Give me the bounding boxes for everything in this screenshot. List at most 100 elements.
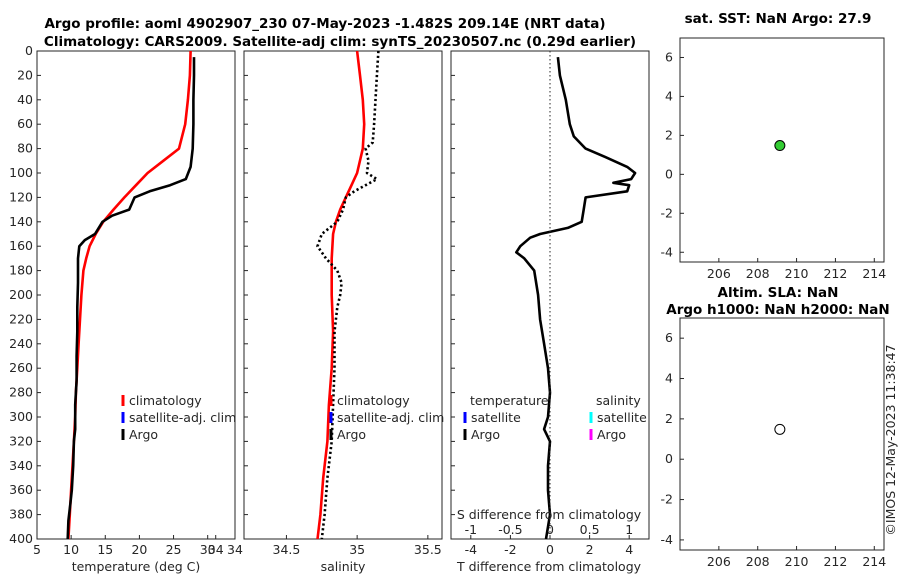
x-tick-label: 212 [823, 554, 847, 569]
series-layer [66, 50, 637, 540]
temperature-panel-frame [36, 50, 236, 540]
legend-s-satellite-label: satellite [597, 410, 647, 425]
x-tick-label: 5 [33, 542, 41, 557]
temperature-legend: climatology satellite-adj. clim Argo [121, 393, 236, 442]
x-tick-label: 210 [785, 554, 809, 569]
depth-tick-label: 400 [9, 531, 33, 546]
legend-t-argo-label: Argo [471, 427, 500, 442]
x-tick-label: -2 [504, 542, 516, 557]
salinity-legend: climatology satellite-adj. clim Argo [329, 393, 444, 442]
difference-x2label: S difference from climatology [457, 507, 642, 522]
depth-tick-label: 300 [9, 409, 33, 424]
x-tick-label: 35.5 [414, 542, 442, 557]
temperature-climatology-line [67, 50, 192, 540]
depth-tick-label: 360 [9, 482, 33, 497]
x2-tick-label: 0.5 [580, 522, 600, 537]
sla-argo-marker [774, 423, 786, 435]
y-tick-label: 2 [665, 127, 673, 142]
sst-title: sat. SST: NaN Argo: 27.9 [685, 11, 872, 27]
x-tick-label: 34 [208, 542, 224, 557]
depth-tick-label: 120 [9, 189, 33, 204]
legend-climatology-label: climatology [129, 393, 202, 408]
x-tick-label: 35 [349, 542, 365, 557]
x-tick-label: 20 [131, 542, 147, 557]
y-tick-label: 4 [665, 88, 673, 103]
depth-tick-label: 180 [9, 263, 33, 278]
sst-argo-marker [774, 140, 786, 152]
salinity-panel-frame [243, 50, 443, 540]
depth-tick-label: 160 [9, 238, 33, 253]
temperature-xlabel: temperature (deg C) [72, 559, 201, 574]
salinity-climatology-line [316, 50, 366, 540]
x-tick-label: 212 [823, 266, 847, 281]
depth-tick-label: 60 [17, 116, 33, 131]
legend-satellite-label: satellite-adj. clim [337, 410, 444, 425]
temperature-argo-line [66, 57, 196, 540]
y-tick-label: 6 [665, 49, 673, 64]
x-tick-label: 10 [63, 542, 79, 557]
y-tick-label: 0 [665, 166, 673, 181]
depth-tick-label: 40 [17, 92, 33, 107]
y-tick-label: 0 [665, 451, 673, 466]
depth-tick-label: 380 [9, 507, 33, 522]
sla-panel-frame [679, 317, 885, 551]
tick-layer: 0204060801001201401601802002202402602803… [9, 43, 886, 569]
x-tick-label: 206 [707, 554, 731, 569]
depth-tick-label: 240 [9, 336, 33, 351]
y-tick-label: 2 [665, 411, 673, 426]
x2-tick-label: 0 [546, 522, 554, 537]
y-tick-label: -4 [661, 532, 674, 547]
y-tick-label: -2 [661, 492, 673, 507]
legend-salinity-header: salinity [596, 393, 641, 408]
depth-tick-label: 320 [9, 433, 33, 448]
x-tick-label: 206 [707, 266, 731, 281]
x-tick-label: 34.5 [273, 542, 301, 557]
x-tick-label: 214 [862, 554, 886, 569]
legend-s-argo-label: Argo [597, 427, 626, 442]
x2-tick-label: 1 [625, 522, 633, 537]
x-tick-label: 208 [746, 266, 770, 281]
legend-climatology-label: climatology [337, 393, 410, 408]
heights-title: Argo h1000: NaN h2000: NaN [666, 302, 889, 318]
depth-tick-label: 280 [9, 385, 33, 400]
sla-title: Altim. SLA: NaN [718, 285, 839, 301]
x-tick-label: 4 [625, 542, 633, 557]
x2-tick-label: -0.5 [498, 522, 522, 537]
x-tick-label: 25 [166, 542, 182, 557]
x-tick-label: 210 [785, 266, 809, 281]
y-tick-label: 6 [665, 330, 673, 345]
depth-tick-label: 20 [17, 67, 33, 82]
salinity-argo-line [316, 50, 380, 540]
legend-argo-label: Argo [129, 427, 158, 442]
timestamp: ©IMOS 12-May-2023 11:38:47 [883, 344, 898, 535]
x-tick-label: -4 [465, 542, 478, 557]
main-title-line1: Argo profile: aoml 4902907_230 07-May-20… [44, 16, 605, 32]
difference-xlabel: T difference from climatology [456, 559, 642, 574]
x-tick-label: 2 [586, 542, 594, 557]
depth-tick-label: 200 [9, 287, 33, 302]
y-tick-label: -2 [661, 205, 673, 220]
x-tick-label: 30 [200, 542, 216, 557]
y-tick-label: 4 [665, 371, 673, 386]
legend-satellite-label: satellite-adj. clim [129, 410, 236, 425]
legend-argo-label: Argo [337, 427, 366, 442]
depth-tick-label: 340 [9, 458, 33, 473]
depth-tick-label: 100 [9, 165, 33, 180]
legend-temperature-header: temperature [470, 393, 549, 408]
x2-tick-label: -1 [465, 522, 477, 537]
difference-legend: temperature salinity satellite Argo sate… [463, 393, 647, 442]
sst-panel-frame [679, 37, 885, 263]
depth-tick-label: 260 [9, 360, 33, 375]
legend-t-satellite-label: satellite [471, 410, 521, 425]
x-tick-label: 214 [862, 266, 886, 281]
x-tick-label: 0 [546, 542, 554, 557]
salinity-xlabel: salinity [321, 559, 366, 574]
y-tick-label: -4 [661, 244, 674, 259]
depth-tick-label: 0 [25, 43, 33, 58]
x-tick-label: 15 [97, 542, 113, 557]
x-tick-label: 34 [227, 542, 243, 557]
main-title-line2: Climatology: CARS2009. Satellite-adj cli… [44, 34, 636, 50]
depth-tick-label: 140 [9, 214, 33, 229]
depth-tick-label: 80 [17, 141, 33, 156]
